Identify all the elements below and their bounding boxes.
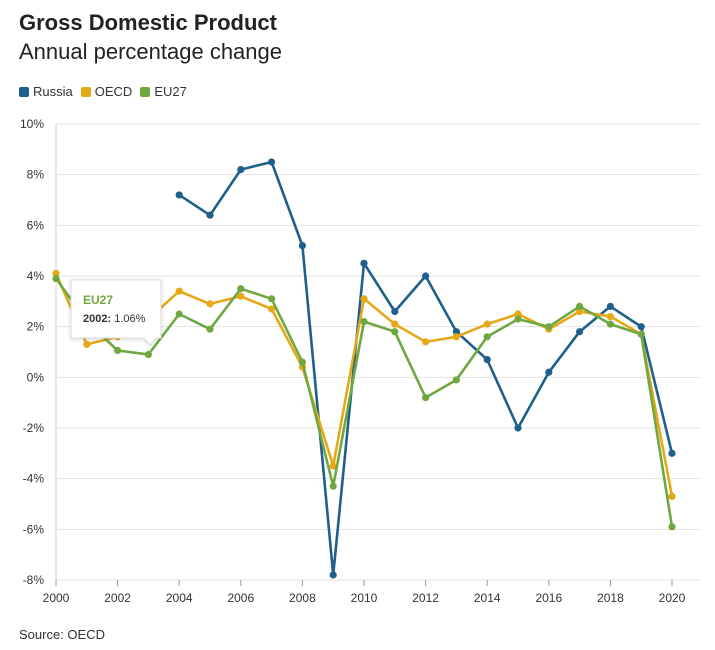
data-point-oecd <box>576 307 584 316</box>
data-point-oecd <box>329 462 337 470</box>
legend-item-oecd[interactable]: OECD <box>80 84 133 99</box>
legend-swatch <box>80 86 91 97</box>
data-point-eu27 <box>329 482 337 490</box>
data-point-oecd <box>422 338 430 346</box>
source-note: Source: OECD <box>19 627 105 642</box>
data-point-eu27 <box>360 318 368 326</box>
data-point-russia <box>298 242 306 250</box>
data-point-eu27 <box>52 274 60 283</box>
y-tick-label: 0% <box>27 370 45 384</box>
chart-title: Gross Domestic Product <box>19 10 277 35</box>
y-tick-label: 4% <box>27 269 45 283</box>
data-point-oecd <box>452 333 460 341</box>
data-point-russia <box>668 449 676 457</box>
data-point-oecd <box>268 305 276 313</box>
series-line-russia <box>178 160 674 577</box>
legend-swatch <box>140 86 151 97</box>
data-point-oecd <box>175 287 183 295</box>
data-point-eu27 <box>114 346 122 355</box>
data-point-eu27 <box>545 323 553 331</box>
x-tick-label: 2012 <box>412 591 439 605</box>
x-tick-label: 2016 <box>535 591 562 605</box>
data-point-eu27 <box>668 523 676 531</box>
data-point-oecd <box>391 320 399 328</box>
data-point-eu27 <box>452 376 460 384</box>
legend-swatch <box>19 86 29 97</box>
x-tick-label: 2002 <box>104 591 131 605</box>
data-point-oecd <box>514 310 522 318</box>
y-tick-label: 10% <box>20 117 44 131</box>
y-tick-label: -4% <box>23 472 45 486</box>
legend-item-eu27[interactable]: EU27 <box>140 84 187 99</box>
data-point-eu27 <box>237 285 245 293</box>
data-point-oecd <box>483 320 491 328</box>
data-point-eu27 <box>606 320 615 328</box>
data-point-russia <box>452 328 460 336</box>
x-tick-label: 2006 <box>227 591 254 605</box>
tooltip: EU27 2002: 1.06% <box>70 279 162 346</box>
x-tick-label: 2014 <box>474 591 501 605</box>
chart-legend: Russia OECD EU27 <box>19 84 187 99</box>
data-point-oecd <box>668 492 676 500</box>
data-point-russia <box>360 259 368 267</box>
legend-label: Russia <box>33 84 73 99</box>
data-point-eu27 <box>483 333 491 341</box>
x-tick-label: 2020 <box>659 591 686 605</box>
data-point-oecd <box>83 340 91 348</box>
data-point-eu27 <box>422 394 430 402</box>
data-point-russia <box>391 307 399 316</box>
data-point-russia <box>637 323 645 331</box>
data-point-russia <box>329 571 337 579</box>
legend-label: OECD <box>94 84 133 99</box>
data-point-russia <box>483 356 491 364</box>
data-point-russia <box>237 166 245 174</box>
data-point-russia <box>514 424 522 432</box>
y-tick-label: -2% <box>23 421 45 435</box>
data-point-oecd <box>52 269 60 278</box>
y-tick-label: 6% <box>27 218 45 232</box>
y-tick-label: 2% <box>27 320 45 334</box>
x-tick-label: 2000 <box>43 591 70 605</box>
data-point-oecd <box>206 300 214 308</box>
data-point-russia <box>206 211 214 219</box>
data-point-oecd <box>606 312 615 321</box>
x-tick-label: 2004 <box>166 591 193 605</box>
data-point-eu27 <box>514 315 522 323</box>
x-tick-label: 2010 <box>351 591 378 605</box>
tooltip-box <box>70 279 162 346</box>
data-point-eu27 <box>576 302 584 310</box>
y-tick-label: -8% <box>23 573 45 587</box>
y-tick-label: -6% <box>23 522 45 536</box>
data-point-eu27 <box>268 295 276 303</box>
tooltip-value: 2002: 1.06% <box>83 313 146 325</box>
x-tick-label: 2008 <box>289 591 316 605</box>
tooltip-series: EU27 <box>83 293 113 307</box>
data-point-russia <box>606 302 615 310</box>
data-point-eu27 <box>206 325 214 333</box>
data-point-oecd <box>360 295 368 303</box>
chart-subtitle: Annual percentage change <box>19 39 282 64</box>
data-point-oecd <box>237 292 245 300</box>
legend-item-russia[interactable]: Russia <box>19 84 73 99</box>
data-point-russia <box>268 158 276 166</box>
data-point-eu27 <box>391 328 399 336</box>
data-point-eu27 <box>637 330 645 338</box>
data-point-eu27 <box>298 358 306 366</box>
data-point-eu27 <box>144 350 152 359</box>
data-point-russia <box>576 328 584 336</box>
y-tick-label: 8% <box>27 168 45 182</box>
data-point-eu27 <box>175 310 183 318</box>
data-point-russia <box>175 191 183 199</box>
data-point-russia <box>545 368 553 376</box>
data-point-russia <box>422 272 430 280</box>
x-tick-label: 2018 <box>597 591 624 605</box>
legend-label: EU27 <box>154 84 187 99</box>
